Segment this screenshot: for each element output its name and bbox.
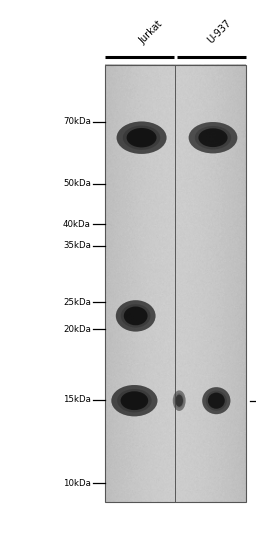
Text: Jurkat: Jurkat bbox=[137, 19, 165, 46]
Text: U-937: U-937 bbox=[205, 18, 233, 46]
Ellipse shape bbox=[116, 300, 156, 332]
Ellipse shape bbox=[209, 394, 223, 407]
Ellipse shape bbox=[202, 387, 230, 414]
Ellipse shape bbox=[117, 122, 167, 154]
Text: 20kDa: 20kDa bbox=[63, 325, 91, 334]
Ellipse shape bbox=[126, 308, 146, 324]
Ellipse shape bbox=[206, 390, 227, 411]
Ellipse shape bbox=[195, 126, 231, 150]
Text: 40kDa: 40kDa bbox=[63, 220, 91, 228]
Text: 15kDa: 15kDa bbox=[63, 395, 91, 404]
Ellipse shape bbox=[121, 304, 151, 328]
Ellipse shape bbox=[174, 393, 184, 408]
Ellipse shape bbox=[123, 126, 160, 150]
Text: 70kDa: 70kDa bbox=[63, 117, 91, 126]
Ellipse shape bbox=[116, 300, 156, 332]
Bar bbox=[105, 65, 246, 502]
Text: 10kDa: 10kDa bbox=[63, 479, 91, 488]
Ellipse shape bbox=[208, 393, 225, 409]
Ellipse shape bbox=[173, 390, 186, 411]
Ellipse shape bbox=[201, 130, 225, 145]
Ellipse shape bbox=[123, 393, 146, 409]
Text: 35kDa: 35kDa bbox=[63, 241, 91, 250]
Ellipse shape bbox=[202, 387, 230, 414]
Ellipse shape bbox=[117, 122, 167, 154]
Ellipse shape bbox=[111, 385, 157, 416]
Ellipse shape bbox=[189, 122, 237, 153]
Text: 50kDa: 50kDa bbox=[63, 179, 91, 188]
Ellipse shape bbox=[175, 395, 183, 407]
Ellipse shape bbox=[124, 307, 147, 325]
Ellipse shape bbox=[189, 122, 237, 153]
Ellipse shape bbox=[129, 130, 154, 146]
Ellipse shape bbox=[127, 128, 157, 147]
Ellipse shape bbox=[198, 129, 228, 147]
Ellipse shape bbox=[173, 390, 186, 411]
Ellipse shape bbox=[176, 395, 182, 406]
Text: 25kDa: 25kDa bbox=[63, 298, 91, 307]
Ellipse shape bbox=[111, 385, 157, 416]
Ellipse shape bbox=[121, 392, 148, 410]
Ellipse shape bbox=[117, 389, 152, 413]
